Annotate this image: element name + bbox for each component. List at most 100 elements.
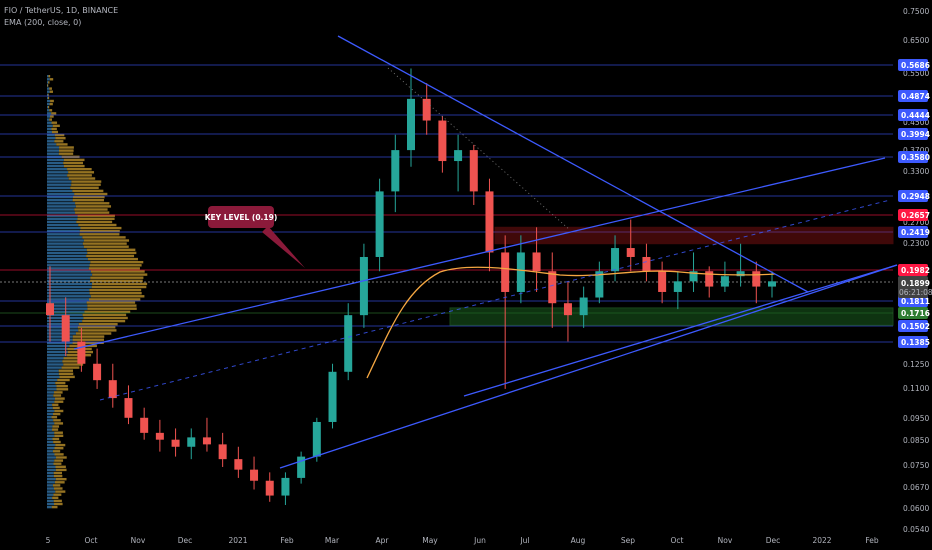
key-level-annotation: KEY LEVEL (0.19) [205, 206, 305, 268]
x-tick-label: Feb [280, 536, 294, 545]
volume-profile-bar [47, 81, 49, 84]
volume-profile-bar [47, 226, 81, 230]
time-axis[interactable]: 5 Oct Nov Dec 2021 Feb Mar Apr May Jun Jul Aug Sep Oc… [46, 536, 879, 545]
volume-profile-bar [47, 505, 52, 509]
candle-body [46, 303, 54, 316]
ema-200-line [366, 266, 776, 379]
volume-profile-bar [47, 394, 54, 397]
volume-profile-bar [54, 502, 63, 506]
volume-profile-bar [89, 292, 142, 295]
volume-profile-bar [54, 453, 64, 456]
volume-profile-bar [54, 431, 63, 434]
volume-profile-bar [47, 453, 55, 456]
candle-body [328, 371, 337, 422]
volume-profile-bar [47, 381, 56, 385]
volume-profile-bar [47, 465, 56, 468]
volume-profile-bar [58, 372, 74, 375]
volume-profile-bar [54, 459, 64, 462]
volume-profile-bar [47, 99, 51, 103]
volume-profile-bar [56, 388, 69, 391]
volume-profile-bar [75, 211, 110, 214]
volume-profile-bar [70, 186, 99, 189]
volume-profile-bar [82, 319, 126, 323]
volume-profile-bar [47, 409, 55, 413]
volume-profile-bar [47, 106, 48, 109]
volume-profile-bar [47, 93, 49, 96]
volume-profile-bar [52, 124, 60, 127]
volume-profile-bar [89, 288, 142, 292]
volume-profile-bar [47, 233, 80, 236]
volume-profile-bar [47, 180, 72, 183]
annotation-box [208, 206, 274, 228]
volume-profile-bar [91, 285, 147, 289]
indicator-title: EMA (200, close, 0) [4, 18, 82, 27]
volume-profile-bar [75, 205, 112, 208]
y-tick-label: 0.5500 [903, 69, 929, 78]
volume-profile-bar [47, 301, 87, 304]
candle-body [548, 271, 557, 304]
volume-profile-bar [47, 406, 53, 410]
volume-profile-bar [47, 106, 50, 109]
volume-profile-bar [47, 443, 56, 447]
candle-body [265, 480, 274, 496]
volume-profile-bar [52, 403, 59, 406]
price-level-tag [898, 109, 928, 121]
y-tick-label: 0.0540 [903, 525, 929, 534]
volume-profile-bar [53, 499, 62, 503]
volume-profile-bar [53, 394, 62, 397]
volume-profile-bar [47, 431, 55, 434]
volume-profile-bar [55, 443, 66, 447]
candle-body [469, 150, 478, 192]
volume-profile-bar [47, 434, 55, 437]
volume-profile-bar [49, 87, 52, 90]
price-level-tag [898, 336, 928, 348]
x-tick-label: Oct [85, 536, 98, 545]
symbol-title: FIO / TetherUS, 1D, BINANCE [4, 6, 119, 15]
volume-profile-bar [49, 109, 53, 112]
volume-profile-bar [47, 75, 49, 78]
candle-body [454, 150, 463, 162]
volume-profile-bar [47, 295, 91, 298]
candle-body [422, 98, 431, 121]
volume-profile-bar [53, 419, 61, 422]
volume-profile-bar [80, 226, 122, 230]
volume-profile-bar [47, 96, 50, 100]
candle-body [171, 439, 180, 447]
candle-body [642, 256, 651, 272]
volume-profile-bar [47, 478, 56, 481]
candle-body [579, 297, 588, 316]
candle-body [202, 437, 211, 445]
candles [46, 68, 776, 506]
volume-profile-bar [47, 412, 54, 416]
volume-profile-bar [47, 102, 50, 106]
volume-profile-bar [54, 397, 65, 400]
volume-profile-bar [47, 96, 48, 100]
volume-profile-bar [47, 149, 59, 152]
trendlines[interactable] [73, 35, 898, 469]
volume-profile-bar [71, 183, 101, 186]
x-tick-label: 5 [46, 536, 51, 545]
volume-profile-bar [61, 366, 80, 369]
volume-profile-bar [55, 137, 66, 140]
volume-profile-bar [47, 84, 49, 87]
annotation-pointer [262, 226, 305, 268]
volume-profile-bar [54, 481, 65, 484]
volume-profile-bar [47, 90, 50, 93]
volume-profile-bar [56, 385, 68, 388]
y-tick-label: 0.6500 [903, 36, 929, 45]
volume-profile-bar [92, 273, 148, 276]
price-level-tag [898, 320, 928, 332]
volume-profile-bar [47, 205, 76, 208]
volume-profile-bar [82, 236, 126, 239]
volume-profile-bar [74, 208, 108, 211]
volume-profile-bar [79, 233, 120, 236]
volume-profile-bar [47, 360, 63, 363]
volume-profile-bar [47, 366, 62, 369]
candle-body [375, 191, 384, 257]
candle-body [344, 315, 353, 372]
volume-profile-bar [57, 378, 70, 382]
candle-body [673, 281, 682, 292]
volume-profile-bar [58, 149, 74, 152]
price-axis[interactable]: 0.7500 0.6500 0.5500 0.4500 0.3700 0.3300 0.27… [898, 7, 932, 534]
